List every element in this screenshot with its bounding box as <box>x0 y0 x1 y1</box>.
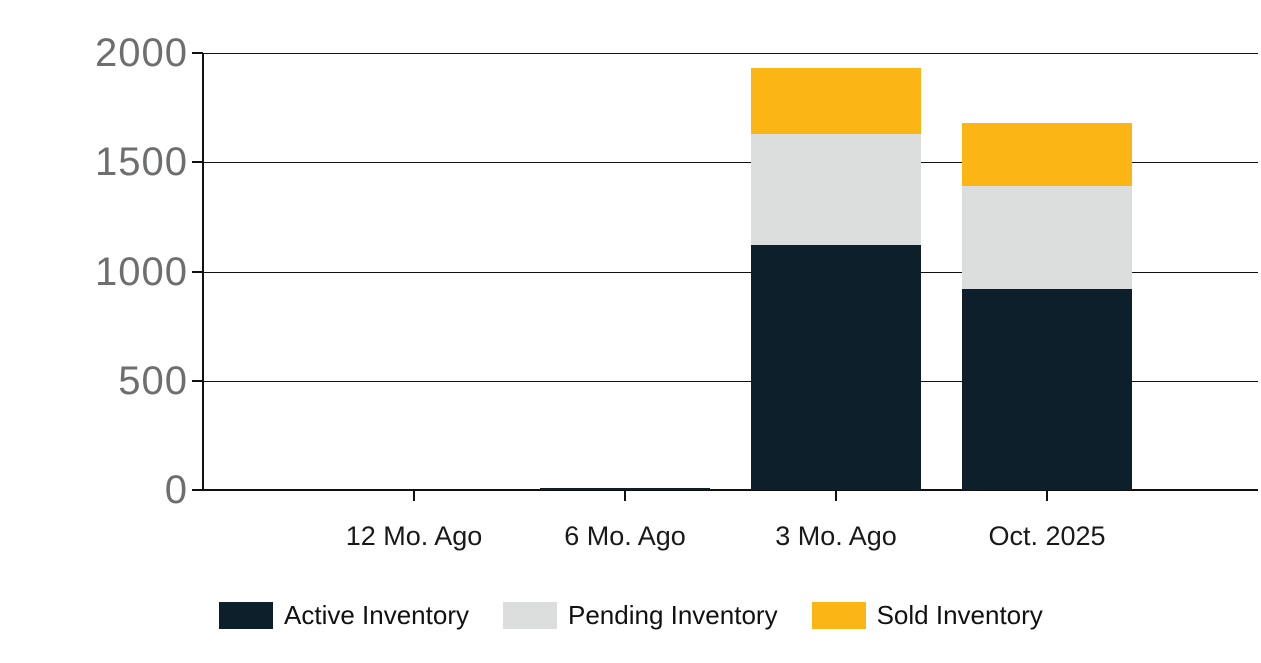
gridline-1000 <box>203 271 1258 273</box>
y-axis-tick-1000 <box>192 270 203 273</box>
legend-item-sold-inventory: Sold Inventory <box>811 600 1043 630</box>
y-tick-label-500: 500 <box>118 358 188 403</box>
x-axis-tick-3 <box>1046 491 1048 501</box>
gridline-500 <box>203 380 1258 382</box>
bar-segment-active-inventory <box>751 245 921 490</box>
legend-label: Sold Inventory <box>876 600 1043 630</box>
bar-segment-active-inventory <box>540 487 710 490</box>
gridline-1500 <box>203 162 1258 164</box>
bar-segment-pending-inventory <box>962 186 1132 289</box>
legend-label: Pending Inventory <box>567 600 778 630</box>
x-axis-tick-2 <box>835 491 837 501</box>
y-tick-label-1000: 1000 <box>95 249 188 294</box>
y-axis-tick-500 <box>192 379 203 382</box>
x-category-label-2: 3 Mo. Ago <box>775 521 897 551</box>
y-axis-tick-2000 <box>192 52 203 54</box>
y-tick-label-1500: 1500 <box>95 140 188 185</box>
legend-swatch-sold-inventory <box>811 601 866 629</box>
bar-segment-pending-inventory <box>751 133 921 246</box>
gridline-0 <box>203 489 1258 491</box>
x-category-label-0: 12 Mo. Ago <box>345 521 483 551</box>
x-category-label-3: Oct. 2025 <box>988 521 1106 551</box>
x-axis-tick-1 <box>624 491 626 501</box>
y-axis-tick-0 <box>192 489 203 491</box>
x-axis-tick-0 <box>413 491 415 501</box>
bar-segment-sold-inventory <box>751 68 921 134</box>
legend-label: Active Inventory <box>284 600 469 630</box>
y-tick-label-2000: 2000 <box>95 31 188 75</box>
y-axis-tick-1500 <box>192 161 203 164</box>
y-tick-label-0: 0 <box>164 468 188 512</box>
legend-swatch-active-inventory <box>219 601 273 629</box>
bar-segment-active-inventory <box>962 288 1132 490</box>
gridline-2000 <box>203 53 1258 54</box>
legend-item-pending-inventory: Pending Inventory <box>502 600 778 630</box>
x-category-label-1: 6 Mo. Ago <box>564 521 686 551</box>
y-axis-line <box>202 53 204 491</box>
bar-segment-sold-inventory <box>962 122 1132 187</box>
legend-item-active-inventory: Active Inventory <box>219 600 469 630</box>
legend-swatch-pending-inventory <box>502 601 557 629</box>
legend: Active Inventory Pending Inventory Sold In… <box>219 600 1043 630</box>
